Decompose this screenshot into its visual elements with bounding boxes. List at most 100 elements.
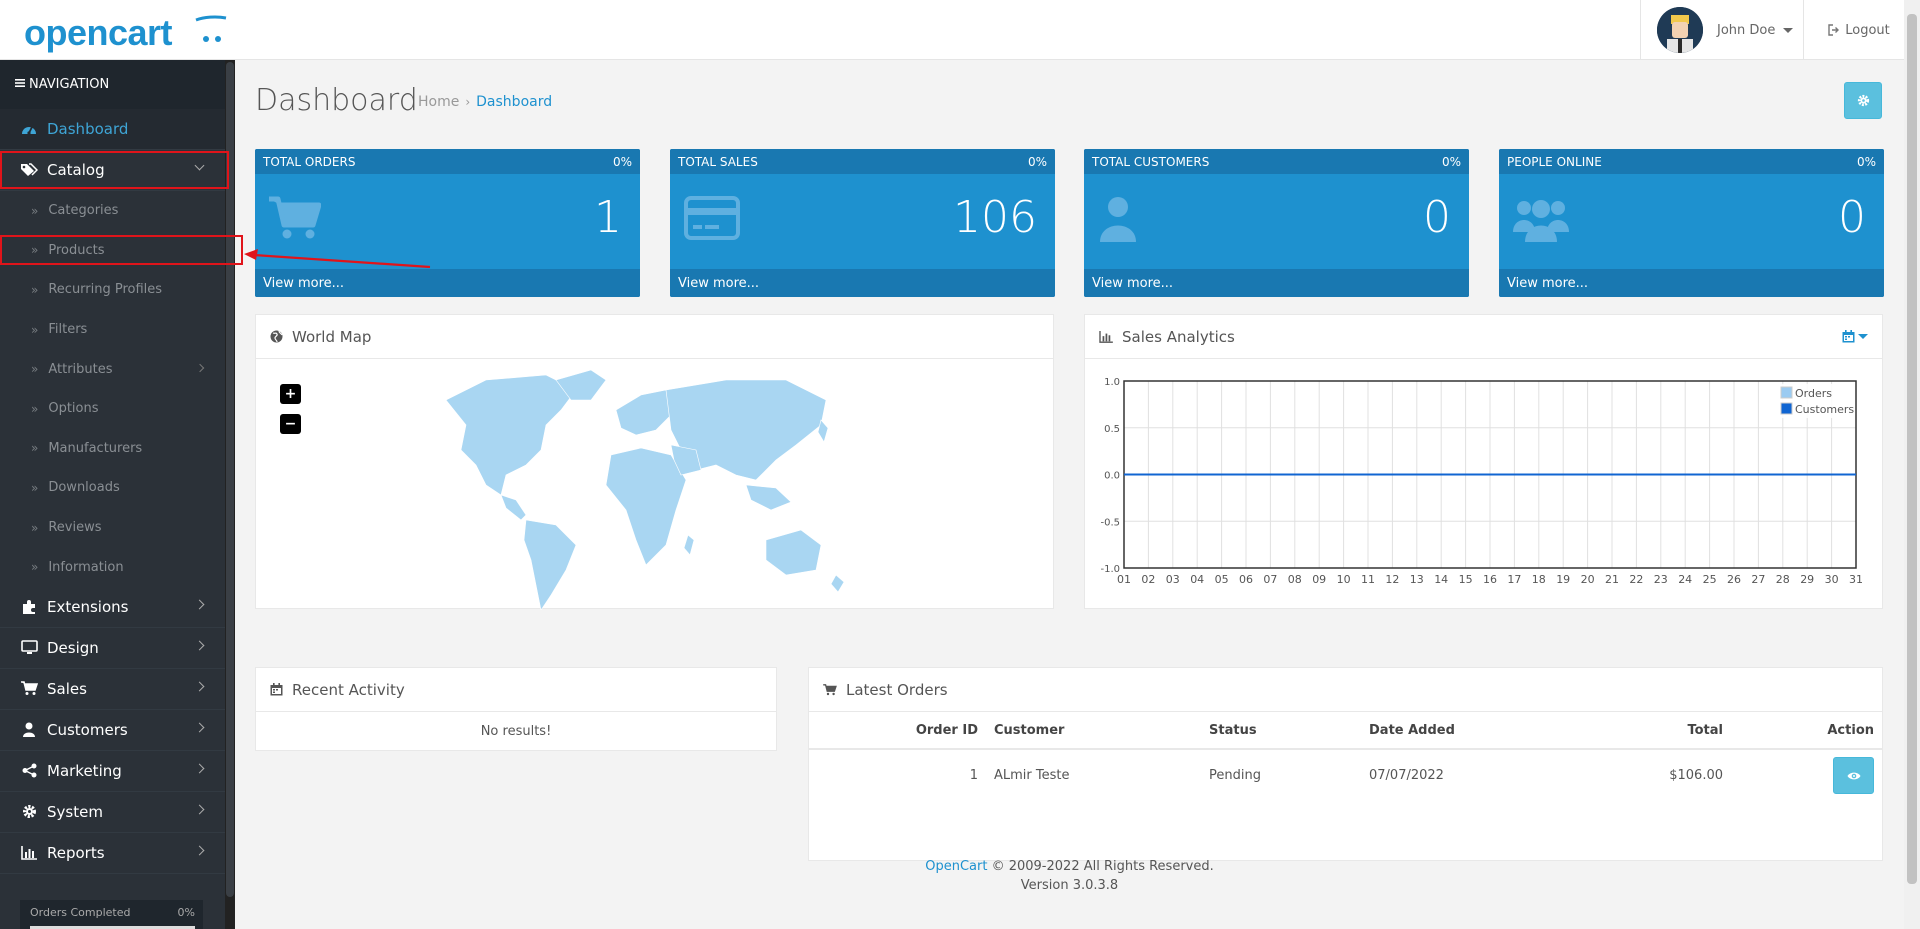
date-range-dropdown[interactable] xyxy=(1842,330,1868,343)
map-region-north-america xyxy=(445,374,577,496)
breadcrumb-current-link[interactable]: Dashboard xyxy=(476,94,553,110)
version-text: Version 3.0.3.8 xyxy=(1020,878,1119,893)
order-id-cell: 1 xyxy=(969,768,978,783)
map-region-africa xyxy=(605,447,687,566)
sidebar-item-label: System xyxy=(47,802,103,821)
sidebar-item-design[interactable]: Design xyxy=(0,628,225,669)
logout-link[interactable]: Logout xyxy=(1814,0,1904,60)
panel-heading: World Map xyxy=(256,315,1053,359)
sidebar-item-dashboard[interactable]: Dashboard xyxy=(0,109,225,150)
action-cell xyxy=(1731,749,1882,801)
tile-value: 1 xyxy=(594,192,622,243)
sidebar-subitem-downloads[interactable]: » Downloads xyxy=(0,468,225,508)
chevron-right-icon xyxy=(195,364,205,373)
top-header: opencart John Doe Logout xyxy=(0,0,1904,60)
recent-activity-panel: Recent Activity No results! xyxy=(255,667,777,751)
breadcrumb-separator: › xyxy=(465,95,471,109)
x-tick-label: 11 xyxy=(1361,573,1375,586)
x-tick-label: 06 xyxy=(1239,573,1253,586)
view-more-link[interactable]: View more... xyxy=(1499,269,1884,297)
x-tick-label: 16 xyxy=(1483,573,1497,586)
monitor-icon xyxy=(20,640,38,656)
sidebar-item-system[interactable]: System xyxy=(0,792,225,833)
bar-chart-icon xyxy=(20,845,38,861)
sidebar-subitem-information[interactable]: » Information xyxy=(0,547,225,587)
column-header-order-id[interactable]: Order ID xyxy=(809,712,986,750)
sidebar-item-label: Sales xyxy=(47,679,87,698)
total-cell: $106.00 xyxy=(1669,768,1723,783)
shopping-cart-icon xyxy=(823,683,837,696)
sidebar-subitem-manufacturers[interactable]: » Manufacturers xyxy=(0,428,225,469)
sales-analytics-panel: Sales Analytics 01 02 03 04 05 06 07 08 09 10 11 12… xyxy=(1084,314,1883,609)
y-tick-label: -0.5 xyxy=(1100,517,1120,528)
logo-text: opencart xyxy=(24,12,173,53)
chevron-right-icon xyxy=(194,599,205,610)
sidebar-item-reports[interactable]: Reports xyxy=(0,833,225,874)
sidebar-item-catalog[interactable]: Catalog xyxy=(0,150,225,191)
tile-percent: 0% xyxy=(1441,155,1461,169)
sidebar-subitem-attributes[interactable]: » Attributes xyxy=(0,349,225,389)
sidebar-subitem-recurring-profiles[interactable]: » Recurring Profiles xyxy=(0,270,225,310)
sidebar-item-label: Design xyxy=(47,638,99,657)
sidebar-item-sales[interactable]: Sales xyxy=(0,669,225,710)
view-more-link[interactable]: View more... xyxy=(255,269,640,297)
y-tick-label: 1.0 xyxy=(1104,377,1120,388)
y-tick-label: -1.0 xyxy=(1100,564,1120,575)
globe-icon xyxy=(270,330,283,343)
map-region-europe xyxy=(615,389,672,436)
table-header-row: Order ID Customer Status Date Added Tota… xyxy=(809,712,1882,750)
column-header-total[interactable]: Total xyxy=(1541,712,1731,750)
user-dropdown[interactable]: John Doe xyxy=(1640,0,1804,60)
sidebar-scrollbar-thumb[interactable] xyxy=(226,62,234,897)
panel-title: Latest Orders xyxy=(846,680,948,699)
view-order-button[interactable] xyxy=(1833,757,1874,794)
double-chevron-icon: » xyxy=(31,560,39,575)
x-tick-label: 10 xyxy=(1337,573,1351,586)
sidebar-subitem-options[interactable]: » Options xyxy=(0,388,225,429)
sidebar-subitem-filters[interactable]: » Filters xyxy=(0,309,225,350)
y-tick-label: 0.0 xyxy=(1104,471,1120,482)
map-zoom-in-button[interactable]: + xyxy=(280,384,301,404)
tile-heading: TOTAL ORDERS 0% xyxy=(255,149,640,174)
annotation-arrow xyxy=(244,249,431,269)
column-header-action: Action xyxy=(1731,712,1882,750)
sidebar-item-extensions[interactable]: Extensions xyxy=(0,587,225,628)
x-tick-label: 31 xyxy=(1849,573,1863,586)
sidebar-item-label: Reports xyxy=(47,843,105,862)
shopping-cart-icon xyxy=(20,681,38,697)
opencart-footer-link[interactable]: OpenCart xyxy=(925,859,988,874)
column-header-date-added[interactable]: Date Added xyxy=(1361,712,1541,750)
map-zoom-out-button[interactable]: − xyxy=(280,414,301,434)
bar-chart-icon xyxy=(1099,330,1113,343)
cart-logo-icon xyxy=(195,15,227,42)
progress-label: Orders Completed xyxy=(30,906,131,919)
tile-total-customers: TOTAL CUSTOMERS 0% 0 View more... xyxy=(1084,149,1469,297)
opencart-logo[interactable]: opencart xyxy=(22,8,232,53)
x-tick-label: 15 xyxy=(1459,573,1473,586)
sidebar-item-customers[interactable]: Customers xyxy=(0,710,225,751)
sidebar-item-label: Catalog xyxy=(47,161,105,179)
x-tick-label: 29 xyxy=(1800,573,1814,586)
settings-button[interactable] xyxy=(1844,82,1882,119)
panel-heading: Sales Analytics xyxy=(1085,315,1882,359)
double-chevron-icon: » xyxy=(31,282,39,297)
page-scrollbar-thumb[interactable] xyxy=(1907,14,1917,884)
dashboard-icon xyxy=(20,121,38,137)
column-header-customer[interactable]: Customer xyxy=(986,712,1201,750)
map-region-south-america xyxy=(523,519,577,610)
menu-bars-icon xyxy=(15,60,25,109)
x-tick-label: 18 xyxy=(1532,573,1546,586)
view-more-link[interactable]: View more... xyxy=(670,269,1055,297)
view-more-link[interactable]: View more... xyxy=(1084,269,1469,297)
tile-heading: PEOPLE ONLINE 0% xyxy=(1499,149,1884,174)
column-header-status[interactable]: Status xyxy=(1201,712,1361,750)
sidebar-subitem-reviews[interactable]: » Reviews xyxy=(0,507,225,548)
sidebar-item-marketing[interactable]: Marketing xyxy=(0,751,225,792)
map-region-southeast-asia xyxy=(745,484,792,511)
sidebar-subitem-categories[interactable]: » Categories xyxy=(0,191,225,231)
world-map[interactable] xyxy=(426,370,866,610)
x-tick-label: 19 xyxy=(1556,573,1570,586)
customer-cell: ALmir Teste xyxy=(994,768,1070,783)
breadcrumb-home-link[interactable]: Home xyxy=(418,94,460,110)
sidebar-item-label: Dashboard xyxy=(47,120,129,138)
